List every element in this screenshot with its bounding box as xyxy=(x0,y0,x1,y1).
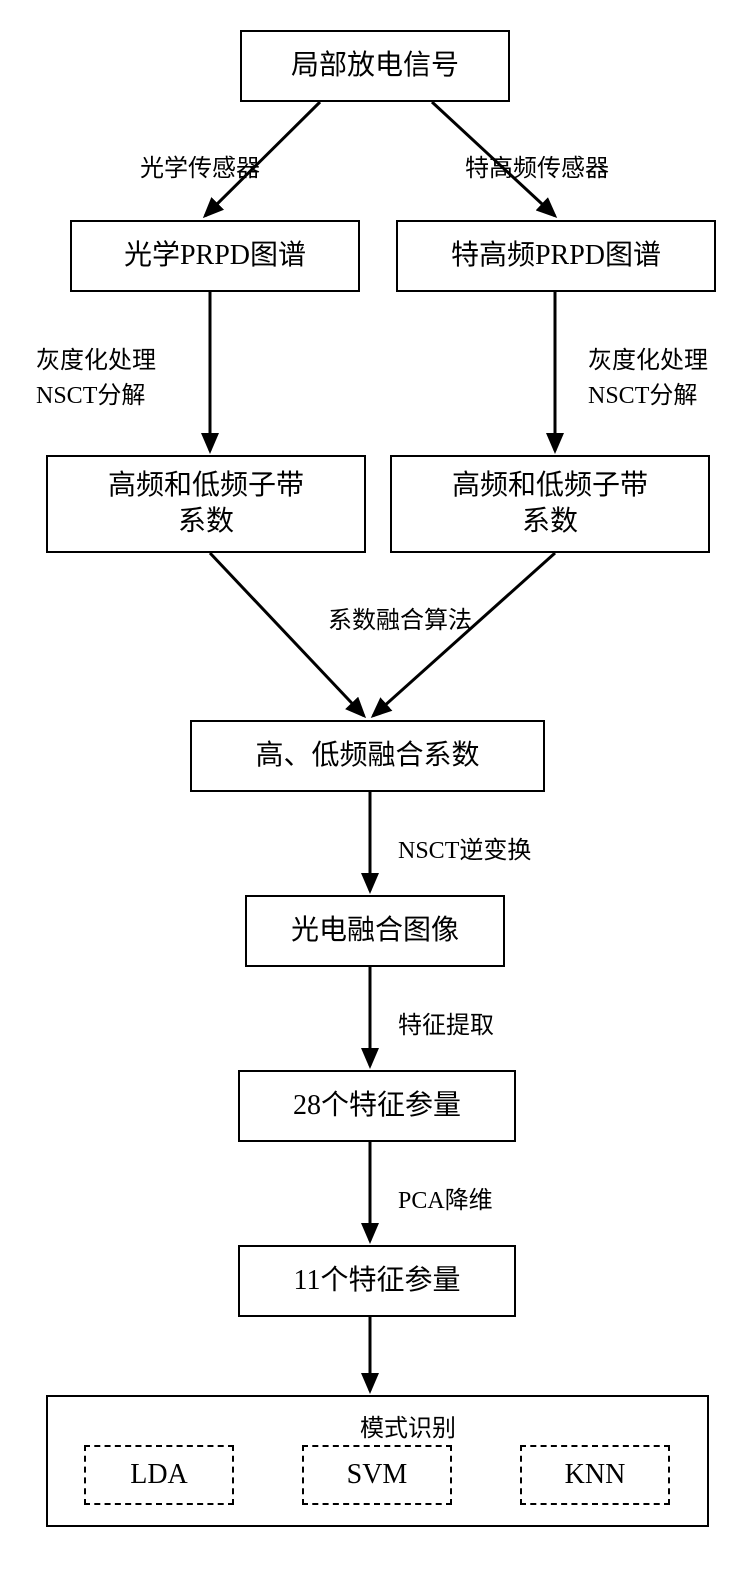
node-label: 高频和低频子带 系数 xyxy=(108,468,304,541)
node-label: 28个特征参量 xyxy=(293,1088,461,1124)
label-text: 系数融合算法 xyxy=(328,608,472,634)
classifier-knn: KNN xyxy=(520,1445,670,1505)
node-uhf-prpd: 特高频PRPD图谱 xyxy=(396,220,716,292)
node-label: 光电融合图像 xyxy=(291,913,459,949)
edge-label-gray-nsct-right: 灰度化处理 NSCT分解 xyxy=(588,340,708,410)
edge-label-optical-sensor: 光学传感器 xyxy=(140,148,260,183)
edge-label-fusion-algo: 系数融合算法 xyxy=(328,600,472,635)
node-label: 局部放电信号 xyxy=(291,48,459,84)
edge-label-uhf-sensor: 特高频传感器 xyxy=(465,148,609,183)
edge-label-feature-extract: 特征提取 xyxy=(398,1005,494,1040)
label-text: 灰度化处理 NSCT分解 xyxy=(36,348,156,409)
classifier-label: SVM xyxy=(347,1459,408,1491)
node-11-features: 11个特征参量 xyxy=(238,1245,516,1317)
node-subband-left: 高频和低频子带 系数 xyxy=(46,455,366,553)
node-fusion-image: 光电融合图像 xyxy=(245,895,505,967)
label-text: 灰度化处理 NSCT分解 xyxy=(588,348,708,409)
node-28-features: 28个特征参量 xyxy=(238,1070,516,1142)
node-label: 光学PRPD图谱 xyxy=(124,238,306,274)
node-label: 11个特征参量 xyxy=(294,1263,461,1299)
classifier-lda: LDA xyxy=(84,1445,234,1505)
classifier-label: KNN xyxy=(565,1459,626,1491)
label-text: 特征提取 xyxy=(398,1013,494,1039)
node-label: 特高频PRPD图谱 xyxy=(451,238,661,274)
label-text: 光学传感器 xyxy=(140,156,260,182)
node-subband-right: 高频和低频子带 系数 xyxy=(390,455,710,553)
node-label: 高、低频融合系数 xyxy=(255,738,479,774)
label-text: 模式识别 xyxy=(360,1416,456,1442)
label-text: PCA降维 xyxy=(398,1188,493,1214)
node-label: 高频和低频子带 系数 xyxy=(452,468,648,541)
node-optical-prpd: 光学PRPD图谱 xyxy=(70,220,360,292)
edge-label-pca: PCA降维 xyxy=(398,1180,493,1215)
edge-label-nsct-inverse: NSCT逆变换 xyxy=(398,830,531,865)
container-label-pattern-recog: 模式识别 xyxy=(360,1408,456,1443)
node-signal-source: 局部放电信号 xyxy=(240,30,510,102)
edge-label-gray-nsct-left: 灰度化处理 NSCT分解 xyxy=(36,340,156,410)
classifier-svm: SVM xyxy=(302,1445,452,1505)
label-text: 特高频传感器 xyxy=(465,156,609,182)
node-fusion-coef: 高、低频融合系数 xyxy=(190,720,545,792)
classifier-label: LDA xyxy=(130,1459,188,1491)
label-text: NSCT逆变换 xyxy=(398,838,531,864)
